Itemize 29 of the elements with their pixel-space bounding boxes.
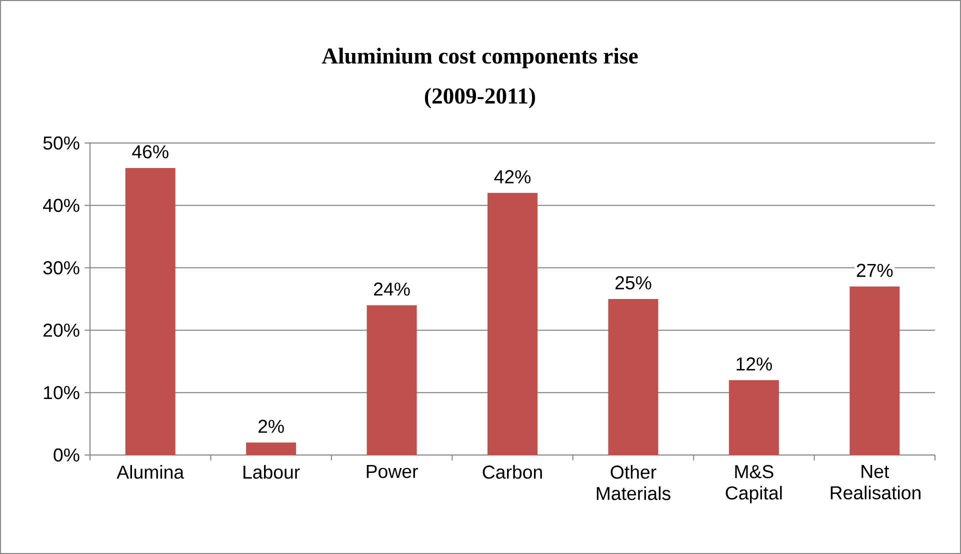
x-tick-label: Alumina bbox=[116, 465, 184, 479]
y-tick-label: 20% bbox=[44, 324, 80, 337]
chart-title: Aluminium cost components rise bbox=[322, 48, 638, 68]
bar bbox=[608, 299, 658, 455]
y-tick-label: 30% bbox=[43, 261, 80, 274]
bar bbox=[488, 192, 538, 455]
data-label: 42% bbox=[494, 170, 531, 184]
x-tick-label: Power bbox=[366, 465, 418, 478]
y-tick-label: 50% bbox=[43, 136, 80, 150]
x-tick-label: Other Materials bbox=[596, 465, 670, 500]
data-label: 24% bbox=[374, 282, 410, 296]
chart-subtitle: (2009-2011) bbox=[424, 88, 536, 108]
x-tick-label: Carbon bbox=[482, 465, 542, 479]
bar bbox=[366, 305, 417, 455]
x-tick-label: M&S Capital bbox=[726, 465, 782, 504]
bar bbox=[728, 380, 779, 455]
bar bbox=[125, 168, 176, 455]
x-tick-label: Labour bbox=[244, 465, 300, 479]
data-label: 12% bbox=[736, 357, 772, 371]
bar bbox=[850, 286, 900, 455]
data-label: 2% bbox=[258, 420, 284, 433]
x-tick-label: Net Realisation bbox=[830, 465, 920, 500]
y-tick-label: 40% bbox=[43, 198, 80, 212]
data-label: 25% bbox=[615, 276, 652, 290]
y-tick-label: 10% bbox=[44, 386, 80, 400]
y-tick-label: 0% bbox=[54, 448, 80, 462]
data-label: 27% bbox=[856, 264, 893, 277]
bar bbox=[246, 442, 296, 455]
data-label: 46% bbox=[132, 145, 168, 158]
